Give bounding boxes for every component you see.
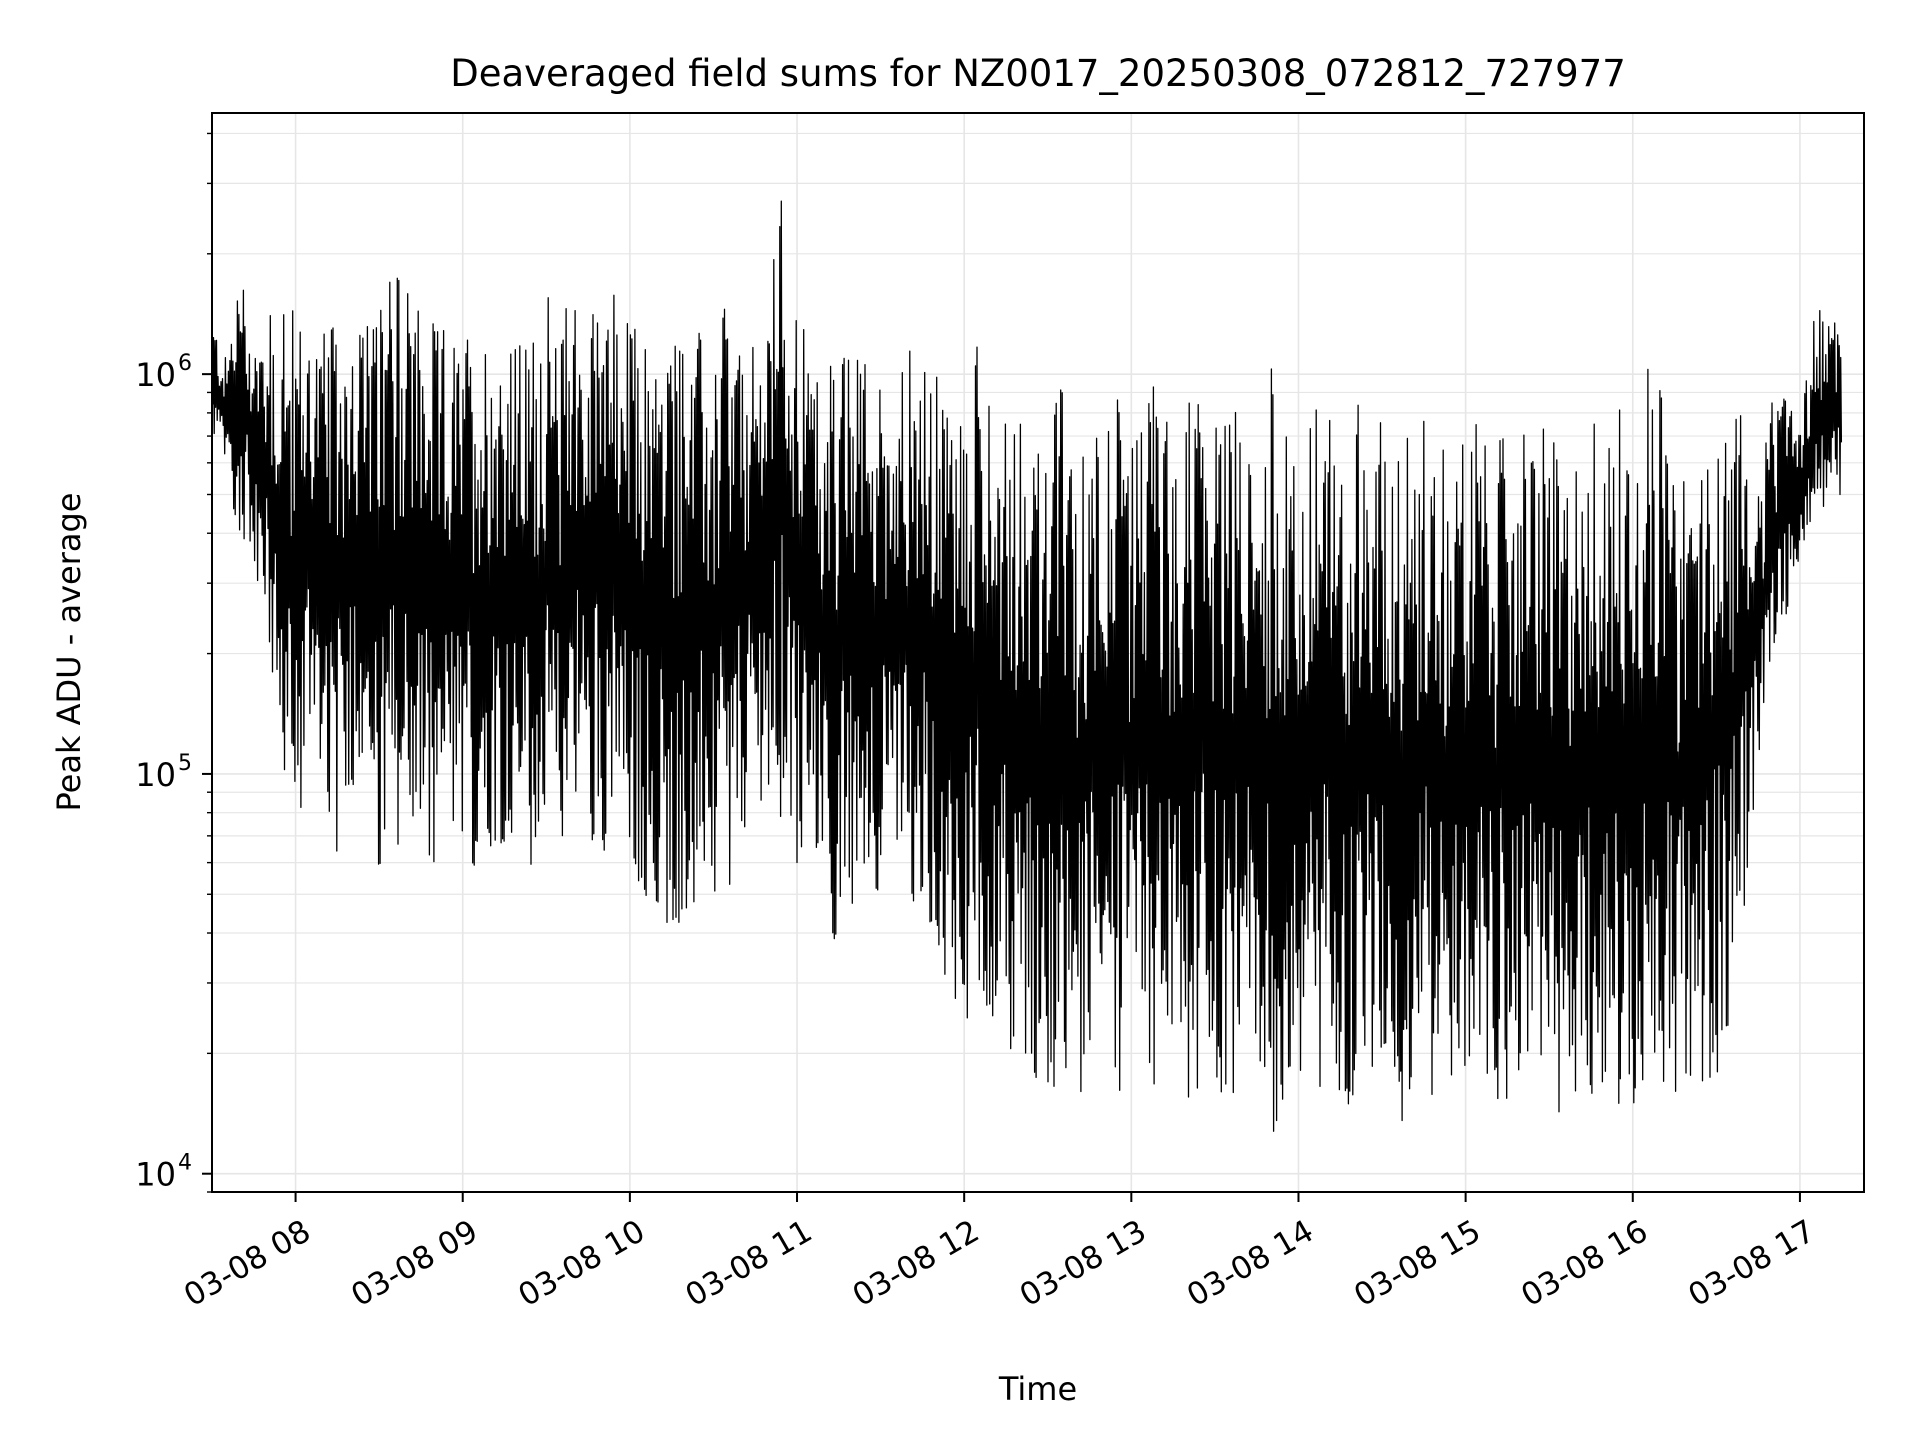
y-tick-label: 10 [135,756,176,794]
chart-title: Deaveraged field sums for NZ0017_2025030… [450,52,1626,95]
y-tick-label-exponent: 4 [178,1151,192,1176]
plot-frame [211,112,1865,1193]
y-tick-label: 10 [135,1156,176,1194]
x-axis-title: Time [998,1370,1077,1408]
y-axis-title: Peak ADU - average [50,493,88,812]
series-line [211,200,1843,1132]
y-tick-label-exponent: 6 [178,351,192,376]
y-tick-label-exponent: 5 [178,751,192,776]
y-tick-label: 10 [135,356,176,394]
series-layer [211,200,1843,1132]
